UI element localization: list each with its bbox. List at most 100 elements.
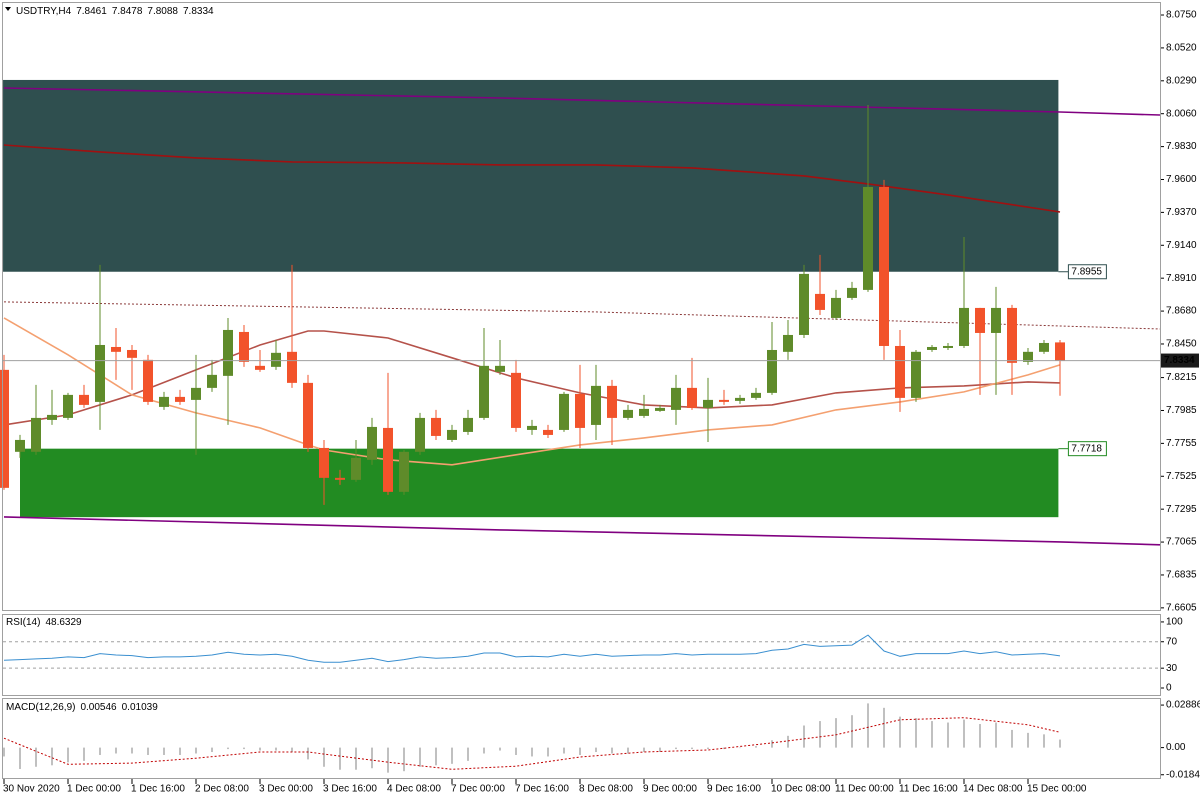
candle-body xyxy=(575,393,585,428)
indicator-line xyxy=(3,144,1061,213)
panel-title-value: 0.01039 xyxy=(122,702,159,713)
candle-body xyxy=(911,351,921,398)
candle-body xyxy=(447,429,457,440)
candle-body xyxy=(783,334,793,352)
candle-body xyxy=(735,397,745,401)
y-tick-label: 7.8910 xyxy=(1166,273,1197,284)
y-tick-label: 7.8215 xyxy=(1166,372,1197,383)
indicator-line xyxy=(3,516,1161,546)
y-tick-label: 70 xyxy=(1166,636,1178,647)
indicator-line xyxy=(3,634,1061,663)
candle-body xyxy=(191,387,201,400)
histogram-bar xyxy=(291,747,293,753)
histogram-bar xyxy=(691,747,693,750)
candle-body xyxy=(1039,342,1049,352)
y-tick-label: -0.01841 xyxy=(1166,769,1200,780)
histogram-bar xyxy=(771,740,773,748)
candle-body xyxy=(255,365,265,370)
histogram-bar xyxy=(67,747,69,763)
histogram-bar xyxy=(355,747,357,770)
histogram-bar xyxy=(403,747,405,772)
x-tick-label: 9 Dec 16:00 xyxy=(707,784,761,795)
candle-body xyxy=(943,345,953,348)
x-tick-label: 1 Dec 16:00 xyxy=(131,784,185,795)
histogram-bar xyxy=(627,747,629,754)
candle-body xyxy=(527,425,537,430)
candle-body xyxy=(879,186,889,346)
histogram-bar xyxy=(963,719,965,748)
panel-title-value: 0.00546 xyxy=(80,702,117,713)
panel-title-value: 7.8478 xyxy=(112,6,143,17)
candle-body xyxy=(0,369,9,488)
histogram-bar xyxy=(515,747,517,755)
candle-body xyxy=(767,349,777,393)
indicator-line xyxy=(3,717,1061,770)
candle-body xyxy=(1007,307,1017,363)
candle-body xyxy=(47,414,57,420)
y-tick-label: 7.7065 xyxy=(1166,537,1197,548)
candle-body xyxy=(175,396,185,402)
candle-body xyxy=(415,417,425,452)
panel-title: USDTRY,H4 7.8461 7.8478 7.8088 7.8334 xyxy=(16,6,214,17)
candle-body xyxy=(1055,342,1065,361)
histogram-bar xyxy=(467,747,469,761)
candle-body xyxy=(815,293,825,310)
candle-body xyxy=(703,399,713,408)
x-tick-label: 8 Dec 08:00 xyxy=(579,784,633,795)
candle-body xyxy=(287,351,297,383)
histogram-bar xyxy=(787,735,789,748)
candle-body xyxy=(623,409,633,418)
candle-body xyxy=(671,387,681,410)
candle-body xyxy=(271,352,281,367)
candle-body xyxy=(639,408,649,416)
histogram-bar xyxy=(211,747,213,753)
candle-body xyxy=(335,477,345,480)
indicator-line xyxy=(3,301,1161,330)
histogram-bar xyxy=(179,747,181,755)
histogram-bar xyxy=(531,747,533,757)
price-zone xyxy=(20,448,1059,518)
histogram-bar xyxy=(323,747,325,767)
x-tick-label: 14 Dec 08:00 xyxy=(963,784,1023,795)
x-tick-label: 9 Dec 00:00 xyxy=(643,784,697,795)
histogram-bar xyxy=(931,721,933,748)
candle-body xyxy=(895,345,905,398)
panel-title-value: 7.8461 xyxy=(76,6,107,17)
candle-body xyxy=(991,307,1001,333)
candle-body xyxy=(159,396,169,407)
histogram-bar xyxy=(675,747,677,750)
x-tick-label: 2 Dec 08:00 xyxy=(195,784,249,795)
candle-body xyxy=(863,186,873,290)
y-tick-label: 8.0290 xyxy=(1166,75,1197,86)
x-tick-label: 30 Nov 2020 xyxy=(3,784,60,795)
histogram-bar xyxy=(147,747,149,755)
y-tick-label: 8.0520 xyxy=(1166,43,1197,54)
candle-body xyxy=(831,297,841,318)
x-tick-label: 7 Dec 00:00 xyxy=(451,784,505,795)
menu-arrow[interactable] xyxy=(5,7,11,11)
candle-body xyxy=(847,287,857,298)
histogram-bar xyxy=(979,724,981,748)
panel-title-value: 48.6329 xyxy=(45,617,82,628)
histogram-bar xyxy=(563,747,565,754)
zone-label-box xyxy=(1067,441,1107,457)
histogram-bar xyxy=(659,747,661,753)
current-price-label: 7.8334 xyxy=(1164,355,1195,366)
candle-body xyxy=(207,374,217,388)
histogram-bar xyxy=(595,747,597,753)
panel-title-name: USDTRY,H4 xyxy=(16,6,72,17)
histogram-bar xyxy=(99,747,101,755)
candle-body xyxy=(479,365,489,418)
candle-body xyxy=(543,429,553,435)
candle-body xyxy=(975,307,985,333)
histogram-bar xyxy=(275,747,277,751)
y-tick-label: 7.7755 xyxy=(1166,438,1197,449)
candle-body xyxy=(559,393,569,430)
histogram-bar xyxy=(995,722,997,748)
rsi-panel-frame xyxy=(2,614,1161,696)
indicator-line xyxy=(3,87,1161,116)
x-tick-label: 11 Dec 16:00 xyxy=(899,784,958,795)
panel-title-name: RSI(14) xyxy=(6,617,40,628)
x-tick-label: 4 Dec 08:00 xyxy=(387,784,441,795)
